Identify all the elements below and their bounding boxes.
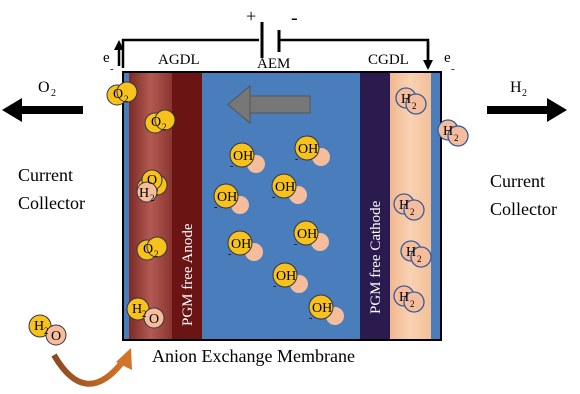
oxygen-subscript: 2 [154,249,159,259]
oxygen-gas-subscript: 2 [51,88,56,99]
battery-plus-sign: + [246,6,256,26]
hydroxide-symbol: OH [312,301,332,316]
water-oxygen-symbol: O [149,312,159,327]
hydrogen-symbol: H [443,124,453,139]
agdl-label: AGDL [158,52,200,68]
hydroxide-symbol: OH [298,142,318,157]
hydroxide-ion: OH- [308,294,344,325]
hydrogen-subscript: 2 [417,254,422,264]
hydrogen-symbol: H [401,92,411,107]
hydroxide-charge: - [294,239,297,250]
hydrogen-gas-label: H [510,79,522,96]
cluster-hydrogen-subscript: 2 [150,193,155,203]
cgdl-label: CGDL [368,52,409,68]
hydroxide-charge: - [295,154,298,165]
cathode-label: PGM free Cathode [368,200,384,314]
hydroxide-symbol: OH [217,190,237,205]
oxygen-outlet-arrow-icon [2,98,83,122]
hydroxide-charge: - [228,249,231,260]
left-current-collector-label-line1: Current [18,165,73,185]
hydroxide-ion: OH- [229,142,265,173]
external-circuit: + - e - e - [103,6,455,75]
right-current-collector-label-line1: Current [490,171,545,191]
water-hydrogen-symbol: H [34,319,44,334]
hydroxide-migration-arrow-icon [227,84,311,125]
hydroxide-charge: - [272,192,275,203]
hydrogen-subscript: 2 [412,101,417,111]
hydrogen-subscript: 2 [454,133,459,143]
hydrogen-gas-subscript: 2 [522,88,527,99]
left-electron-sign: - [110,63,114,75]
hydroxide-charge: - [214,202,217,213]
hydroxide-symbol: OH [233,149,253,164]
oxygen-symbol: O [151,115,161,130]
oxygen-symbol: O [143,242,153,257]
water-subscript: 2 [44,326,49,336]
pgm-free-cathode [360,72,390,340]
membrane-caption: Anion Exchange Membrane [152,346,355,366]
aem-label: AEM [257,56,290,72]
anode-label: PGM free Anode [180,223,196,326]
hydrogen-symbol: H [399,198,409,213]
hydroxide-symbol: OH [276,269,296,284]
right-electron-label: e [444,50,451,66]
oxygen-subscript: 2 [124,94,129,104]
oxygen-gas-label: O [38,79,50,96]
electron-up-arrow-icon [114,40,124,50]
oxygen-subscript: 2 [162,122,167,132]
water-oxygen-symbol: O [51,329,61,344]
hydroxide-ion: OH- [213,183,249,214]
water-hydrogen-symbol: H [132,302,142,317]
oxygen-water-cluster: OH 2 [136,169,163,203]
hydroxide-symbol: OH [231,237,251,252]
hydroxide-ion: OH- [271,173,307,204]
hydroxide-ion: OH- [293,220,329,251]
water-feed-curved-arrow-icon [51,353,127,387]
battery-minus-sign: - [291,7,298,29]
hydroxide-ion: OH- [227,230,263,261]
left-current-collector-label-line2: Collector [18,193,85,213]
hydroxide-ion: OH- [294,135,330,166]
cluster-oxygen-symbol: O [147,173,157,188]
right-electron-sign: - [451,63,455,75]
hydrogen-subscript: 2 [410,299,415,309]
hydrogen-symbol: H [399,290,409,305]
hydroxide-charge: - [230,161,233,172]
hydroxide-charge: - [273,281,276,292]
right-current-collector-label-line2: Collector [490,199,557,219]
hydrogen-subscript: 2 [410,207,415,217]
hydroxide-charge: - [309,313,312,324]
left-electron-label: e [103,50,110,66]
hydrogen-symbol: H [406,245,416,260]
cluster-hydrogen-symbol: H [139,186,149,201]
hydroxide-ion: OH- [272,262,308,293]
molecules-layer: O2O2O2O2OH2OH-OH-OH-OH-OH-OH-OH-OH-H2H2H… [28,81,469,346]
water-subscript: 2 [142,309,147,319]
electron-down-arrow-icon [423,60,433,70]
oxygen-symbol: O [113,87,123,102]
pgm-free-anode [172,72,202,340]
hydroxide-symbol: OH [297,227,317,242]
hydroxide-symbol: OH [275,180,295,195]
hydrogen-outlet-arrow-icon [487,98,567,122]
